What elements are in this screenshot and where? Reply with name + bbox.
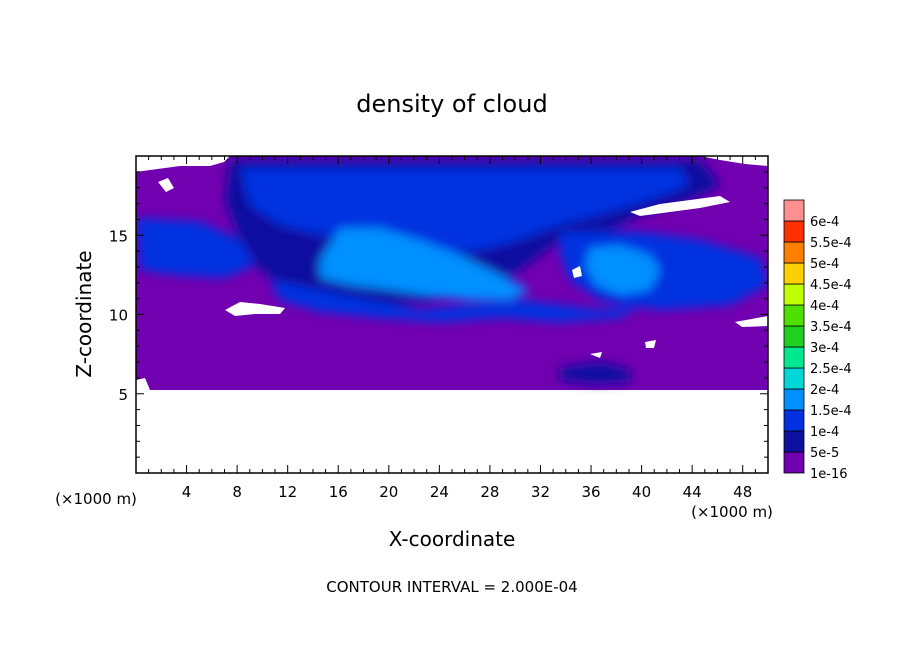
cloud-blue-regions	[136, 160, 768, 384]
cloud-gap	[158, 178, 174, 192]
y-tick-label: 5	[118, 386, 128, 404]
colorbar-label: 1e-4	[810, 425, 839, 440]
y-axis-label: Z-coordinate	[72, 250, 96, 377]
x-tick-label: 24	[430, 483, 449, 501]
x-tick-label: 28	[480, 483, 499, 501]
colorbar-label: 6e-4	[810, 215, 839, 230]
x-tick-label: 20	[379, 483, 398, 501]
cloud-region-mid	[270, 280, 640, 322]
x-tick-label: 40	[632, 483, 651, 501]
colorbar-swatch	[783, 262, 805, 285]
y-tick-label: 15	[109, 227, 128, 245]
colorbar-label: 2.5e-4	[810, 362, 852, 377]
colorbar-swatch	[783, 430, 805, 453]
colorbar-label: 4.5e-4	[810, 278, 852, 293]
colorbar-swatch	[783, 199, 805, 222]
cloud-gaps	[136, 156, 768, 390]
x-unit-left: (×1000 m)	[55, 490, 137, 508]
x-tick-label: 48	[733, 483, 752, 501]
colorbar-label: 5e-4	[810, 257, 839, 272]
colorbar-label: 3.5e-4	[810, 320, 852, 335]
x-tick-label: 36	[581, 483, 600, 501]
colorbar-swatch	[783, 220, 805, 243]
colorbar-swatch	[783, 451, 805, 474]
cloud-field	[136, 156, 768, 390]
colorbar-label: 5e-5	[810, 446, 839, 461]
colorbar-label: 2e-4	[810, 383, 839, 398]
cloud-gap	[136, 378, 150, 390]
x-unit-right: (×1000 m)	[691, 503, 773, 521]
colorbar-swatch	[783, 409, 805, 432]
colorbar-label: 1e-16	[810, 467, 848, 482]
colorbar-swatch	[783, 346, 805, 369]
cloud-gap	[136, 156, 230, 172]
colorbar-swatch	[783, 325, 805, 348]
contour-interval-note: CONTOUR INTERVAL = 2.000E-04	[326, 578, 577, 596]
colorbar-swatch	[783, 241, 805, 264]
cloud-gap	[645, 340, 656, 348]
cloud-region-low	[560, 362, 630, 384]
cloud-gap	[630, 196, 730, 216]
cloud-gap	[572, 266, 582, 278]
colorbar-label: 3e-4	[810, 341, 839, 356]
x-tick-label: 32	[531, 483, 550, 501]
colorbar-swatch	[783, 304, 805, 327]
x-axis-label: X-coordinate	[389, 527, 516, 551]
colorbar: 1e-16 5e-5 1e-4 1.5e-4 2e-4 2.5e-4 3e-4 3.5e-4 4…	[783, 199, 852, 482]
cloud-gap	[590, 352, 602, 358]
colorbar-swatch	[783, 283, 805, 306]
cloud-gap	[735, 316, 768, 327]
x-tick-label: 16	[329, 483, 348, 501]
chart-title: density of cloud	[356, 90, 547, 118]
cloud-region-strong	[320, 228, 530, 300]
x-tick-label: 44	[683, 483, 702, 501]
x-tick-label: 12	[278, 483, 297, 501]
y-tick-label: 10	[109, 307, 128, 325]
cloud-gap	[225, 302, 285, 316]
x-axis: 4 8 12 16 20 24 28 32 36 40 44 48	[148, 156, 756, 501]
colorbar-swatch	[783, 367, 805, 390]
colorbar-label: 1.5e-4	[810, 404, 852, 419]
cloud-region-strong-right	[585, 245, 660, 295]
x-tick-label: 8	[232, 483, 242, 501]
cloud-region-left	[136, 218, 255, 278]
colorbar-label: 4e-4	[810, 299, 839, 314]
colorbar-label: 5.5e-4	[810, 236, 852, 251]
y-axis: 5 10 15	[109, 171, 768, 458]
colorbar-swatch	[783, 388, 805, 411]
x-tick-label: 4	[182, 483, 192, 501]
